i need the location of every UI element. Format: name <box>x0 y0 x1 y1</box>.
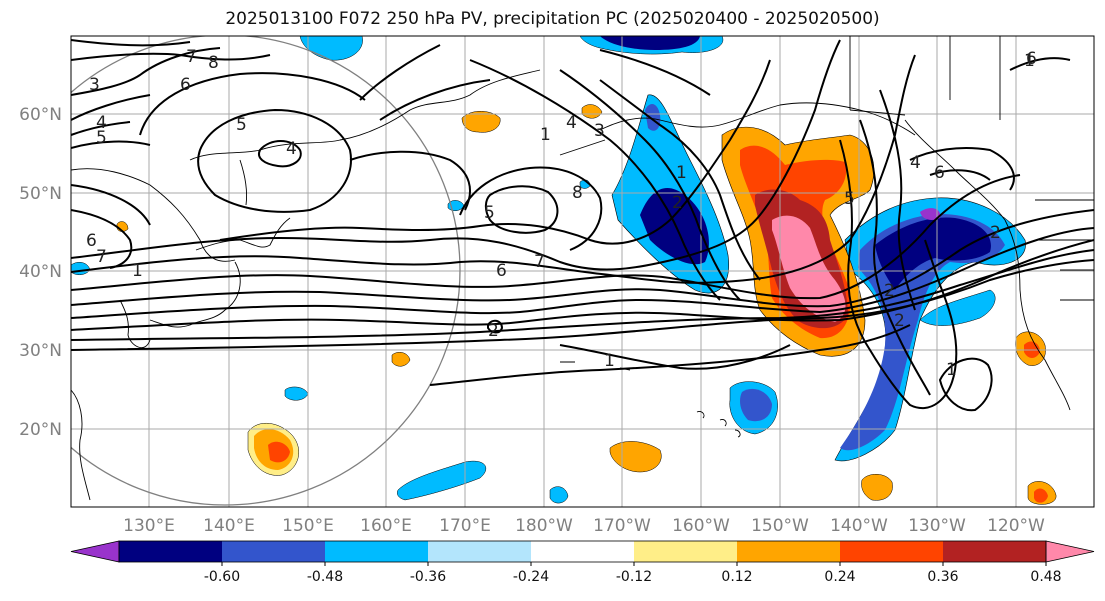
contour-label: 1 <box>1024 51 1035 71</box>
lat-label: 60°N <box>19 105 62 125</box>
lon-label: 150°E <box>282 516 334 536</box>
map-frame <box>70 35 1095 508</box>
contour-label: 6 <box>496 261 507 281</box>
colorbar-segment <box>840 541 944 562</box>
colorbar-segment <box>428 541 532 562</box>
colorbar-tick-label: -0.36 <box>410 569 446 585</box>
contour-label: 4 <box>910 153 921 173</box>
contour-label: 6 <box>1026 49 1037 69</box>
contour-label: 5 <box>96 128 107 148</box>
contour-label: 4 <box>566 113 577 133</box>
lon-label: 140°E <box>203 516 255 536</box>
lon-label: 130°E <box>123 516 175 536</box>
lon-label: 130°W <box>908 516 966 536</box>
colorbar-tick-label: -0.24 <box>513 569 549 585</box>
lon-label: 150°W <box>751 516 809 536</box>
longitude-labels: 130°E 140°E 150°E 160°E 170°E 180°W 170°… <box>123 516 1045 536</box>
colorbar-tick-label: 0.48 <box>1030 569 1061 585</box>
contour-labels: 3 6 8 7 4 5 4 5 6 5 8 7 6 7 1 2 2 1 3 4 … <box>86 47 1037 380</box>
lon-label: 160°W <box>672 516 730 536</box>
contour-label: 7 <box>186 47 197 67</box>
lat-label: 50°N <box>19 184 62 204</box>
contour-label: 5 <box>484 203 495 223</box>
contour-label: 2 <box>884 281 895 301</box>
colorbar-tick-label: 0.12 <box>721 569 752 585</box>
colorbar-segment <box>737 541 841 562</box>
colorbar-extend-high <box>1045 540 1095 563</box>
lon-label: 160°E <box>360 516 412 536</box>
contour-label: 6 <box>934 163 945 183</box>
colorbar-segment <box>634 541 738 562</box>
contour-label: 7 <box>534 252 545 272</box>
colorbar-segment <box>531 541 635 562</box>
contour-label: 1 <box>132 261 143 281</box>
contour-label: 3 <box>594 121 605 141</box>
colorbar-tick-label: 0.24 <box>824 569 855 585</box>
contour-label: 2 <box>990 223 1001 243</box>
contour-label: 5 <box>844 189 855 209</box>
contour-label: 1 <box>540 125 551 145</box>
great-circle-ring <box>71 36 461 506</box>
colorbar-segment <box>222 541 326 562</box>
lat-label: 30°N <box>19 341 62 361</box>
map-title: 2025013100 F072 250 hPa PV, precipitatio… <box>225 9 880 29</box>
contour-label: 4 <box>96 113 107 133</box>
contour-label: 5 <box>236 115 247 135</box>
lon-label: 170°E <box>439 516 491 536</box>
colorbar-tick-label: 0.36 <box>927 569 958 585</box>
contour-label: 3 <box>89 75 100 95</box>
contour-label: 6 <box>86 231 97 251</box>
colorbar-segment <box>943 541 1047 562</box>
lat-label: 40°N <box>19 262 62 282</box>
contour-label: 8 <box>572 183 583 203</box>
contour-label: 8 <box>208 53 219 73</box>
contour-label: 1 <box>676 163 687 183</box>
lon-label: 170°W <box>593 516 651 536</box>
contour-label: 2 <box>672 193 683 213</box>
colorbar-segment <box>325 541 429 562</box>
lon-label: 120°W <box>987 516 1045 536</box>
colorbar-tick-label: -0.60 <box>204 569 240 585</box>
contour-label: 2 <box>894 311 905 331</box>
map-content: 3 6 8 7 4 5 4 5 6 5 8 7 6 7 1 2 2 1 3 4 … <box>71 36 1094 507</box>
pv-contours <box>71 39 1094 412</box>
contour-label: 4 <box>286 139 297 159</box>
colorbar: -0.60 -0.48 -0.36 -0.24 -0.12 0.12 0.24 0.36 0.4… <box>70 540 1095 585</box>
contour-label: 6 <box>180 75 191 95</box>
colorbar-tick-label: -0.12 <box>616 569 652 585</box>
lat-label: 20°N <box>19 420 62 440</box>
lon-label: 180°W <box>515 516 573 536</box>
latitude-labels: 60°N 50°N 40°N 30°N 20°N <box>19 105 62 440</box>
colorbar-outline <box>118 540 1047 563</box>
lon-label: 140°W <box>830 516 888 536</box>
colorbar-segment <box>119 541 223 562</box>
colorbar-tick-label: -0.48 <box>307 569 343 585</box>
colorbar-extend-low <box>70 540 120 563</box>
contour-label: 7 <box>96 247 107 267</box>
contour-label: 2 <box>488 321 499 341</box>
contour-label: 1 <box>946 360 957 380</box>
contour-label: 1 <box>604 351 615 371</box>
